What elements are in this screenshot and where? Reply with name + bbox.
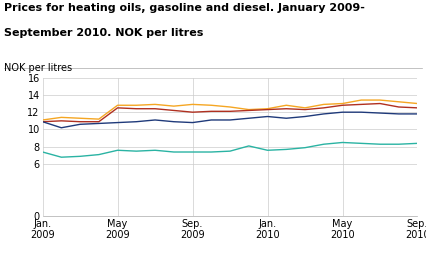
Text: NOK per litres: NOK per litres bbox=[4, 63, 72, 73]
Text: Prices for heating oils, gasoline and diesel. January 2009-: Prices for heating oils, gasoline and di… bbox=[4, 3, 365, 13]
Text: September 2010. NOK per litres: September 2010. NOK per litres bbox=[4, 28, 204, 38]
